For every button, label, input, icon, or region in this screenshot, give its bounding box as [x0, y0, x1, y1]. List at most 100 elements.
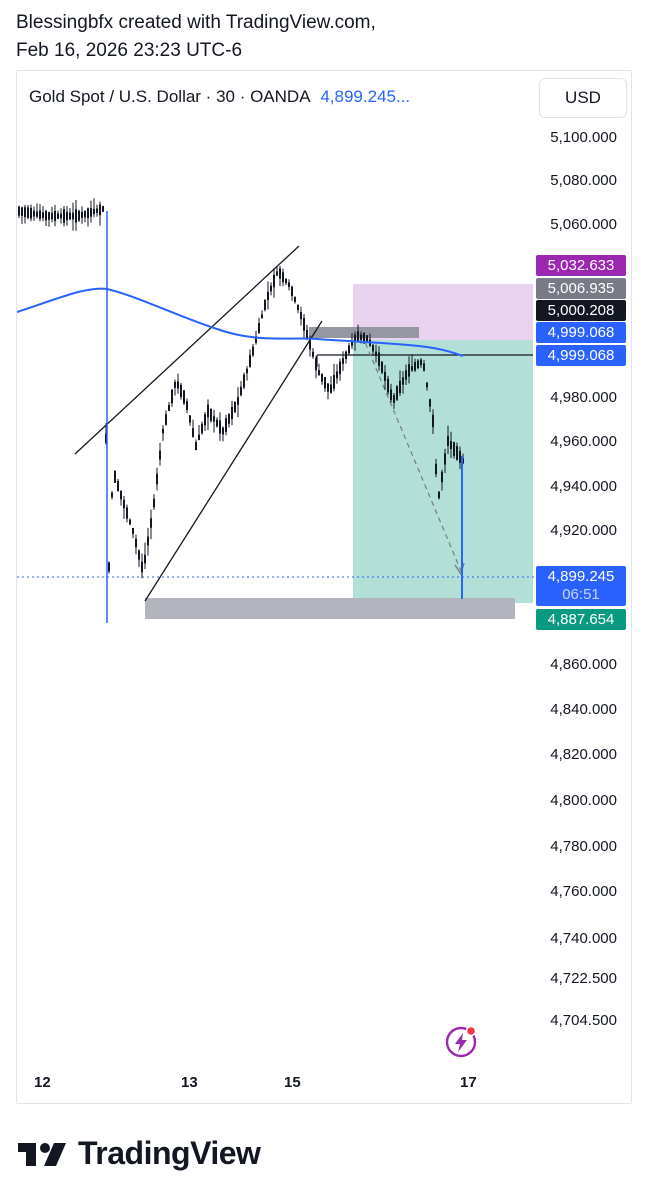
candle-body [357, 331, 359, 342]
candle-body [51, 212, 53, 220]
candle-body [312, 351, 314, 357]
candle-body [192, 428, 194, 437]
candle-body [411, 366, 413, 371]
candle-body [30, 207, 32, 219]
candle-body [60, 213, 62, 219]
candle-body [291, 286, 293, 297]
candle-body [414, 361, 416, 371]
candle-body [243, 374, 245, 388]
price-axis-label: 4,704.500 [550, 1012, 617, 1029]
candle-body [408, 364, 410, 377]
candle-body [171, 389, 173, 404]
price-axis-label: 4,980.000 [550, 389, 617, 406]
candle-body [69, 212, 71, 220]
candle-body [132, 528, 134, 534]
candle-body [348, 345, 350, 354]
candle-body [168, 404, 170, 411]
candle-body [240, 386, 242, 396]
candle-body [447, 436, 449, 446]
price-axis-label: 4,940.000 [550, 478, 617, 495]
candle-body [366, 335, 368, 343]
candle-body [372, 344, 374, 352]
candle-body [459, 451, 461, 463]
candle-body [342, 358, 344, 364]
candle-body [249, 354, 251, 368]
candle-body [138, 550, 140, 560]
candle-body [237, 397, 239, 405]
candle-body [402, 377, 404, 385]
candle-body [201, 423, 203, 434]
candle-body [309, 339, 311, 350]
price-axis-label: 4,800.000 [550, 792, 617, 809]
bar-countdown: 06:51 [562, 586, 600, 603]
candle-body [387, 378, 389, 393]
candle-body [339, 361, 341, 375]
candle-body [45, 210, 47, 221]
candle-body [282, 272, 284, 283]
moving-average-line [17, 287, 464, 357]
price-axis-label: 4,860.000 [550, 656, 617, 673]
chart-card[interactable]: Gold Spot / U.S. Dollar · 30 · OANDA 4,8… [16, 70, 632, 1104]
candle-body [78, 210, 80, 221]
candle-body [195, 441, 197, 451]
price-axis-label: 4,960.000 [550, 433, 617, 450]
wedge-lower-line [144, 320, 323, 602]
candle-body [222, 427, 224, 435]
candle-body [189, 415, 191, 423]
candle-body [444, 453, 446, 465]
candle-body [114, 471, 116, 483]
candle-body [450, 441, 452, 449]
level-price-tag: 5,000.208 [536, 300, 626, 321]
candle-body [426, 382, 428, 388]
candle-body [120, 490, 122, 500]
candle-body [417, 360, 419, 369]
header-last-price: 4,899.245... [320, 87, 411, 106]
current-price-value: 4,899.245 [547, 568, 615, 585]
candle-body [351, 341, 353, 346]
candle-body [276, 271, 278, 276]
tradingview-logo[interactable]: TradingView [18, 1135, 261, 1172]
zone-price-tag: 5,006.935 [536, 278, 626, 299]
candle-body [288, 282, 290, 288]
candle-body [210, 408, 212, 422]
candle-body [153, 498, 155, 508]
candle-body [105, 433, 107, 443]
candle-body [267, 291, 269, 301]
candle-body [255, 336, 257, 343]
candle-body [234, 401, 236, 413]
candle-body [207, 404, 209, 418]
candle-body [297, 304, 299, 311]
candle-body [453, 442, 455, 456]
price-chart[interactable] [17, 71, 632, 1104]
candle-body [36, 211, 38, 217]
candle-body [318, 370, 320, 376]
candle-body [177, 381, 179, 389]
candle-body [285, 278, 287, 284]
candle-body [228, 414, 230, 424]
symbol-description: Gold Spot / U.S. Dollar · 30 · OANDA [29, 87, 310, 106]
candle-body [405, 370, 407, 380]
candle-body [147, 536, 149, 546]
price-axis-label: 5,100.000 [550, 129, 617, 146]
time-axis-label: 12 [34, 1074, 51, 1091]
candle-body [129, 519, 131, 525]
candle-body [258, 322, 260, 333]
price-axis-label: 4,780.000 [550, 838, 617, 855]
candle-body [321, 373, 323, 382]
candle-body [174, 381, 176, 388]
price-axis-label: 4,760.000 [550, 883, 617, 900]
candle-body [432, 414, 434, 428]
tradingview-wordmark: TradingView [78, 1135, 261, 1171]
candle-body [420, 359, 422, 366]
stop-loss-price-tag: 5,032.633 [536, 255, 626, 276]
candle-body [123, 499, 125, 509]
candle-body [27, 207, 29, 218]
candle-body [63, 209, 65, 223]
lightning-alert-icon[interactable] [444, 1025, 478, 1059]
currency-button[interactable]: USD [539, 78, 627, 118]
candle-body [456, 446, 458, 460]
candle-body [324, 377, 326, 389]
candle-body [186, 401, 188, 410]
chart-author-caption: Blessingbfx created with TradingView.com… [16, 12, 376, 33]
candle-body [231, 406, 233, 420]
